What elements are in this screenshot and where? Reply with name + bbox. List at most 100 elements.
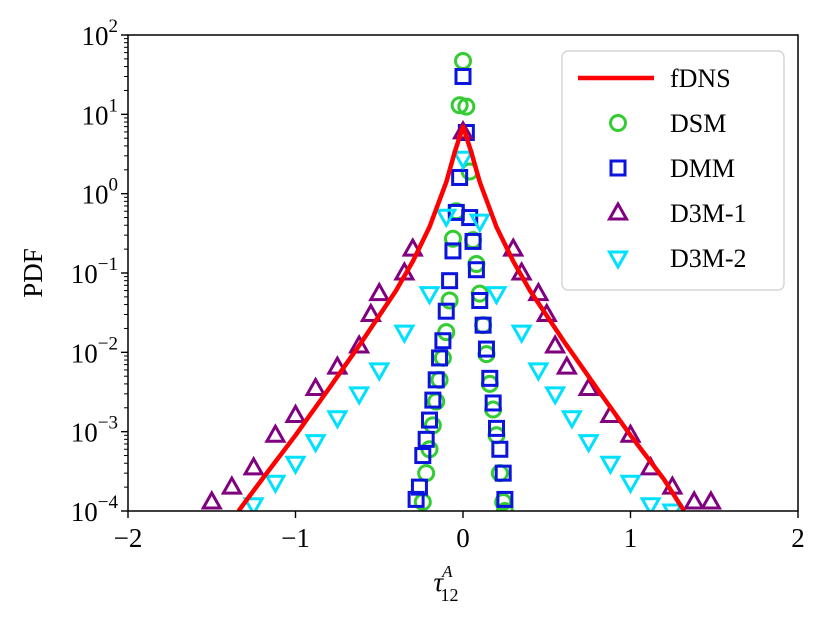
y-tick-exponent: 0 bbox=[109, 175, 119, 196]
legend: fDNS DSM DMM D3M-1 D3M-2 bbox=[561, 50, 785, 291]
y-tick-exponent: −4 bbox=[98, 492, 119, 513]
y-tick-base: 10 bbox=[82, 180, 109, 210]
d3m-1-point bbox=[264, 423, 287, 443]
d3m-2-point bbox=[661, 503, 684, 511]
d3m-1-point bbox=[220, 475, 243, 495]
dmm-point bbox=[461, 209, 479, 227]
dmm-point bbox=[421, 411, 438, 429]
d3m-1-point bbox=[359, 302, 382, 322]
x-axis-label-sup: A bbox=[441, 562, 453, 581]
dmm-point bbox=[414, 447, 432, 465]
d3m-2-point bbox=[510, 324, 533, 345]
x-tick-label: 0 bbox=[456, 523, 470, 553]
x-tick-label: −2 bbox=[114, 523, 143, 553]
dmm-point bbox=[451, 168, 469, 186]
d3m-1-point bbox=[619, 423, 642, 443]
series-fdns bbox=[236, 124, 686, 511]
d3m-2-point bbox=[619, 474, 642, 495]
dmm-point bbox=[484, 394, 502, 412]
y-axis-label: PDF bbox=[18, 248, 48, 298]
legend-label: fDNS bbox=[670, 64, 731, 93]
x-tick-label: 2 bbox=[791, 523, 805, 553]
x-axis-label-base: τ bbox=[433, 567, 444, 597]
dmm-point bbox=[464, 232, 482, 250]
y-tick-label: 10−2 bbox=[71, 333, 118, 368]
y-tick-base: 10 bbox=[71, 497, 98, 527]
d3m-1-point bbox=[544, 334, 567, 354]
legend-marker-swatch bbox=[606, 250, 630, 271]
legend-marker-swatch bbox=[609, 114, 627, 132]
d3m-2-point bbox=[639, 497, 662, 511]
d3m-2-point bbox=[544, 386, 567, 406]
y-tick-label: 10−4 bbox=[71, 492, 119, 527]
series-layer bbox=[200, 52, 722, 511]
legend-label: D3M-2 bbox=[670, 244, 747, 273]
d3m-1-point bbox=[451, 119, 475, 140]
dmm-point bbox=[427, 371, 445, 389]
d3m-2-point bbox=[451, 150, 475, 171]
d3m-1-point bbox=[348, 334, 371, 354]
d3m-2-point bbox=[264, 474, 287, 495]
dmm-point bbox=[434, 332, 452, 350]
y-tick-exponent: 1 bbox=[109, 95, 119, 116]
dsm-point bbox=[495, 502, 514, 511]
dmm-point bbox=[407, 490, 425, 508]
d3m-2-point bbox=[577, 434, 600, 454]
legend-marker-swatch bbox=[606, 200, 630, 221]
series-d3m-2 bbox=[242, 150, 684, 511]
d3m-2-point bbox=[418, 286, 441, 306]
dmm-point bbox=[488, 419, 505, 437]
dmm-point bbox=[494, 464, 512, 482]
dmm-point bbox=[496, 490, 514, 508]
dmm-point bbox=[474, 316, 492, 334]
y-tick-label: 10−3 bbox=[71, 413, 118, 448]
legend-marker-swatch bbox=[609, 159, 627, 177]
dsm-point bbox=[440, 291, 459, 310]
x-axis-label-sub: 12 bbox=[441, 585, 459, 605]
d3m-2-point bbox=[284, 455, 307, 476]
d3m-2-point bbox=[485, 286, 508, 306]
y-tick-exponent: −1 bbox=[98, 254, 118, 275]
d3m-2-point bbox=[393, 324, 416, 345]
d3m-1-point bbox=[577, 376, 600, 397]
y-tick-label: 101 bbox=[82, 95, 119, 130]
dmm-point bbox=[431, 349, 449, 367]
legend-entry: D3M-1 bbox=[606, 199, 747, 228]
y-tick-base: 10 bbox=[71, 259, 98, 289]
dmm-point bbox=[471, 292, 489, 310]
y-tick-base: 10 bbox=[71, 338, 98, 368]
d3m-2-point bbox=[304, 434, 327, 454]
y-tick-exponent: −2 bbox=[98, 333, 118, 354]
d3m-2-point bbox=[326, 410, 349, 430]
fdns-line bbox=[236, 124, 686, 511]
dmm-point bbox=[441, 272, 459, 290]
x-axis-label: τA 12 bbox=[433, 562, 458, 605]
dmm-point bbox=[444, 242, 462, 260]
d3m-2-point bbox=[527, 362, 550, 382]
dmm-point bbox=[491, 440, 509, 458]
legend-box bbox=[561, 50, 785, 291]
x-tick-label: 1 bbox=[624, 523, 638, 553]
y-tick-base: 10 bbox=[71, 418, 98, 448]
dmm-point bbox=[467, 261, 485, 279]
y-tick-label: 102 bbox=[82, 16, 119, 51]
d3m-2-point bbox=[348, 386, 371, 406]
dmm-point bbox=[477, 340, 495, 358]
d3m-2-point bbox=[435, 208, 458, 229]
dsm-point bbox=[443, 229, 462, 248]
legend-label: DSM bbox=[670, 109, 726, 138]
y-tick-label: 10−1 bbox=[71, 254, 118, 289]
legend-entry: DSM bbox=[609, 109, 726, 138]
legend-entry: D3M-2 bbox=[606, 244, 747, 273]
d3m-2-point bbox=[368, 362, 391, 382]
y-tick-base: 10 bbox=[82, 100, 109, 130]
dsm-point bbox=[457, 97, 476, 116]
d3m-1-point bbox=[699, 489, 722, 510]
d3m-2-point bbox=[242, 497, 265, 511]
dmm-point bbox=[424, 391, 442, 409]
d3m-1-point bbox=[683, 489, 706, 510]
d3m-1-point bbox=[242, 455, 265, 476]
legend-label: DMM bbox=[670, 154, 735, 183]
